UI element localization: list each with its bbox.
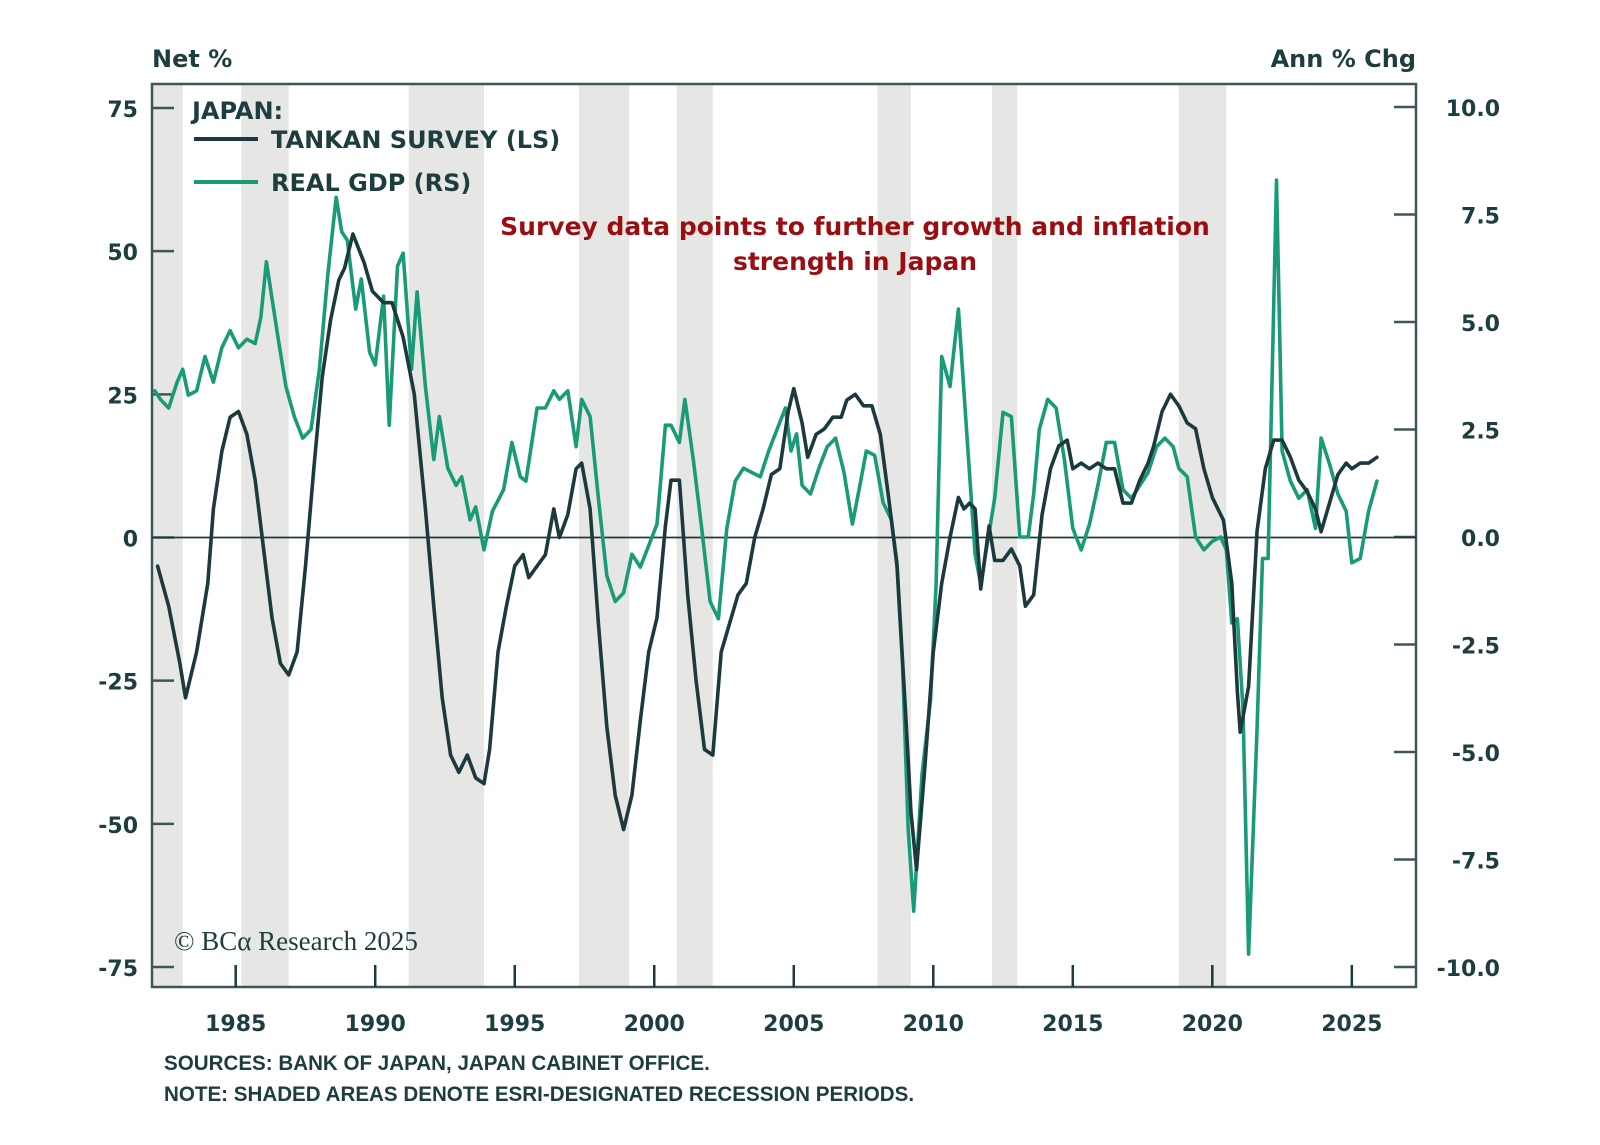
left-tick-label: 0 <box>123 528 138 553</box>
right-tick-label: -10.0 <box>1437 957 1500 982</box>
series-real-gdp <box>153 178 1379 956</box>
copyright-watermark: © BCα Research 2025 <box>174 926 418 956</box>
left-tick-label: 75 <box>107 98 138 123</box>
x-tick-label: 2000 <box>624 1012 685 1037</box>
recession-note: NOTE: SHADED AREAS DENOTE ESRI-DESIGNATE… <box>164 1083 915 1106</box>
plot-frame <box>150 82 1418 989</box>
annotation-line-1: Survey data points to further growth and… <box>500 212 1210 241</box>
legend-label-gdp: REAL GDP (RS) <box>271 169 471 197</box>
right-tick-label: 7.5 <box>1461 205 1500 230</box>
x-tick-label: 2005 <box>763 1012 824 1037</box>
left-tick-label: -50 <box>98 814 138 839</box>
annotation: Survey data points to further growth and… <box>500 212 1210 276</box>
sources-note: SOURCES: BANK OF JAPAN, JAPAN CABINET OF… <box>164 1052 710 1075</box>
legend-title: JAPAN: <box>190 97 283 125</box>
recession-band <box>991 84 1017 987</box>
right-axis-labels: 10.0 7.5 5.0 2.5 0.0 -2.5 -5.0 -7.5 -10.0 <box>1437 97 1500 982</box>
left-tick-label: -25 <box>98 671 138 696</box>
x-tick-label: 1985 <box>205 1012 266 1037</box>
right-tick-label: 2.5 <box>1461 420 1500 445</box>
series-tankan-survey <box>155 232 1379 872</box>
right-tick-label: -7.5 <box>1452 850 1500 875</box>
plot-border <box>150 82 1418 989</box>
left-tick-label: 25 <box>107 384 138 409</box>
right-tick-label: -5.0 <box>1452 742 1500 767</box>
recession-band <box>152 84 183 987</box>
right-axis-title: Ann % Chg <box>1271 45 1416 73</box>
right-tick-label: 0.0 <box>1461 527 1500 552</box>
legend: JAPAN: TANKAN SURVEY (LS) REAL GDP (RS) <box>190 97 560 197</box>
right-tick-label: -2.5 <box>1452 635 1500 660</box>
left-tick-label: 50 <box>107 241 138 266</box>
x-tick-label: 2010 <box>903 1012 964 1037</box>
legend-label-tankan: TANKAN SURVEY (LS) <box>271 126 560 154</box>
x-axis-labels: 1985 1990 1995 2000 2005 2010 2015 2020 2025 <box>205 1012 1382 1037</box>
right-tick-label: 5.0 <box>1461 312 1500 337</box>
right-tick-label: 10.0 <box>1446 97 1500 122</box>
left-axis-labels: 75 50 25 0 -25 -50 -75 <box>98 98 138 982</box>
x-tick-label: 1990 <box>345 1012 406 1037</box>
x-tick-label: 2025 <box>1321 1012 1382 1037</box>
recession-band <box>241 84 289 987</box>
x-tick-label: 2020 <box>1182 1012 1243 1037</box>
left-tick-label: -75 <box>98 957 138 982</box>
left-axis-title: Net % <box>152 45 232 73</box>
x-tick-label: 1995 <box>484 1012 545 1037</box>
recession-band <box>1178 84 1227 987</box>
x-tick-label: 2015 <box>1042 1012 1103 1037</box>
recession-band <box>408 84 485 987</box>
annotation-line-2: strength in Japan <box>733 247 977 276</box>
